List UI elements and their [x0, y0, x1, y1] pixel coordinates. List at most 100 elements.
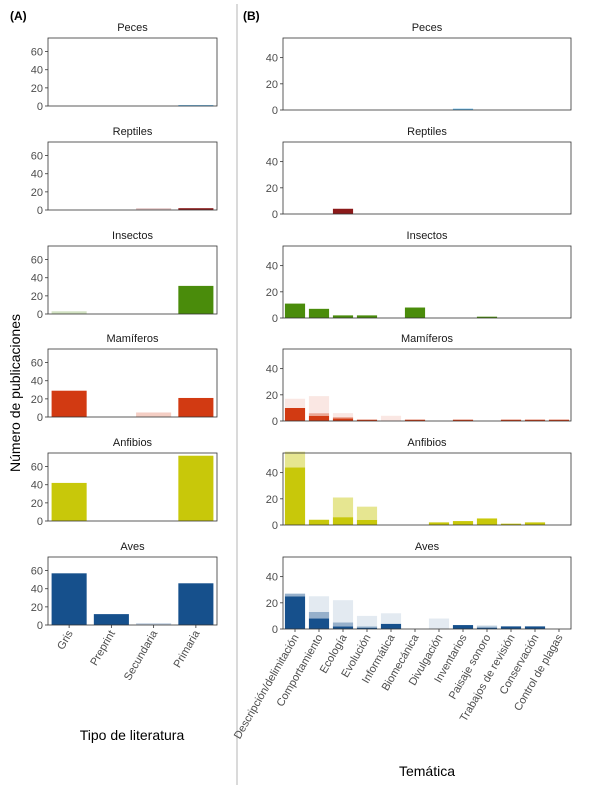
y-tick-label-a-1-1: 20	[31, 187, 43, 199]
bar-b-3-1-0	[308, 415, 330, 421]
y-tick-label-b-2-0: 0	[272, 313, 278, 325]
y-tick-label-a-5-1: 20	[31, 602, 43, 614]
bar-b-5-8-1	[476, 626, 498, 628]
facet-title-a-0: Peces	[117, 22, 148, 34]
y-tick-label-a-3-1: 20	[31, 394, 43, 406]
x-axis-label-b: Temática	[399, 763, 455, 779]
bar-b-4-2-1	[332, 497, 354, 518]
facet-frame-a-3	[47, 348, 218, 418]
facet-title-b-4: Anfibios	[407, 437, 447, 449]
bar-b-1-2-0	[332, 208, 354, 214]
bar-b-2-8-0	[476, 316, 498, 318]
bar-a-2-3-0	[178, 285, 214, 314]
panel-b-chart: Peces 0 20 40 Reptiles 0 20 40 Insectos 0 20 40 Mamí…	[232, 22, 572, 779]
bar-b-2-0-0	[284, 303, 306, 318]
bar-b-5-3-0	[356, 627, 378, 629]
y-tick-label-b-0-2: 40	[266, 53, 278, 65]
bar-b-3-1-1	[308, 413, 330, 416]
facet-title-b-3: Mamíferos	[401, 333, 453, 345]
y-tick-label-b-4-0: 0	[272, 520, 278, 532]
x-tick-label-a-2: Secundaria	[122, 628, 161, 683]
facet-frame-a-0	[47, 37, 218, 107]
y-tick-label-a-2-0: 0	[37, 309, 43, 321]
facet-frame-a-2	[47, 245, 218, 315]
facet-title-b-5: Aves	[415, 541, 440, 553]
bar-a-1-3-0	[178, 208, 214, 210]
bar-b-5-8-2	[476, 625, 498, 627]
bar-b-3-5-0	[404, 419, 426, 421]
facet-title-b-2: Insectos	[407, 230, 448, 242]
bar-b-5-2-1	[332, 622, 354, 627]
bar-b-5-6-2	[428, 618, 450, 629]
bar-b-3-2-2	[332, 413, 354, 418]
facet-title-a-4: Anfibios	[113, 437, 153, 449]
bar-b-5-4-0	[380, 623, 402, 629]
bar-b-3-2-1	[332, 417, 354, 419]
facet-frame-b-3	[282, 348, 572, 422]
y-tick-label-a-5-0: 0	[37, 620, 43, 632]
y-tick-label-b-3-0: 0	[272, 416, 278, 428]
y-tick-label-a-1-0: 0	[37, 205, 43, 217]
y-tick-label-a-2-1: 20	[31, 291, 43, 303]
bar-a-5-2-0	[136, 623, 172, 625]
bar-a-2-0-0	[51, 311, 87, 314]
y-tick-label-a-4-1: 20	[31, 498, 43, 510]
bar-b-4-1-0	[308, 519, 330, 525]
y-tick-label-a-5-2: 40	[31, 584, 43, 596]
bar-b-2-5-0	[404, 307, 426, 318]
x-tick-label-a-3: Primaria	[172, 628, 203, 670]
bar-a-5-3-0	[178, 583, 214, 625]
y-tick-label-b-2-1: 20	[266, 287, 278, 299]
y-tick-label-a-4-3: 60	[31, 462, 43, 474]
y-tick-label-a-0-3: 60	[31, 47, 43, 59]
y-tick-label-b-0-0: 0	[272, 105, 278, 117]
facet-title-b-0: Peces	[412, 22, 443, 34]
bar-a-5-0-0	[51, 573, 87, 625]
bar-b-3-3-0	[356, 419, 378, 421]
bar-a-4-3-0	[178, 455, 214, 521]
bar-b-3-0-0	[284, 407, 306, 421]
y-tick-label-a-4-0: 0	[37, 516, 43, 528]
y-tick-label-b-4-2: 40	[266, 468, 278, 480]
y-tick-label-a-0-2: 40	[31, 65, 43, 77]
y-tick-label-a-3-3: 60	[31, 358, 43, 370]
facet-frame-b-5	[282, 556, 572, 630]
bar-b-4-3-0	[356, 519, 378, 525]
facet-title-b-1: Reptiles	[407, 126, 447, 138]
bar-b-4-2-0	[332, 517, 354, 525]
y-tick-label-a-4-2: 40	[31, 480, 43, 492]
panel-a-chart: Peces 0 20 40 60 Reptiles 0 20 40 60 Insectos 0 20 40…	[31, 22, 218, 743]
panel-b-tag: (B)	[243, 9, 260, 23]
bar-b-4-3-1	[356, 506, 378, 520]
y-tick-label-a-1-3: 60	[31, 151, 43, 163]
x-axis-label-a: Tipo de literatura	[80, 727, 185, 743]
x-tick-label-a-1: Preprint	[88, 629, 118, 668]
bar-b-5-1-1	[308, 611, 330, 619]
y-tick-label-b-0-1: 20	[266, 79, 278, 91]
facet-frame-a-1	[47, 141, 218, 211]
bar-b-3-0-2	[284, 398, 306, 408]
bar-b-3-11-0	[548, 419, 570, 421]
bar-b-4-0-0	[284, 467, 306, 525]
bar-b-2-2-0	[332, 315, 354, 318]
bar-b-4-8-0	[476, 518, 498, 525]
bar-b-5-2-2	[332, 600, 354, 623]
bar-b-3-10-0	[524, 419, 546, 421]
y-tick-label-b-1-0: 0	[272, 209, 278, 221]
bar-b-4-6-0	[428, 522, 450, 525]
bar-a-1-2-0	[136, 208, 172, 210]
y-tick-label-b-1-1: 20	[266, 183, 278, 195]
y-tick-label-a-2-2: 40	[31, 273, 43, 285]
bar-a-3-3-0	[178, 397, 214, 417]
bar-b-4-10-0	[524, 522, 546, 525]
y-tick-label-b-5-0: 0	[272, 624, 278, 636]
bar-b-3-4-2	[380, 415, 402, 421]
bar-b-3-7-0	[452, 419, 474, 421]
bar-b-3-2-0	[332, 418, 354, 421]
bar-a-5-1-0	[93, 614, 129, 625]
bar-b-5-10-0	[524, 626, 546, 629]
bar-b-4-9-0	[500, 523, 522, 525]
facet-frame-b-1	[282, 141, 572, 215]
bar-b-5-4-2	[380, 613, 402, 624]
panel-a-tag: (A)	[10, 9, 27, 23]
